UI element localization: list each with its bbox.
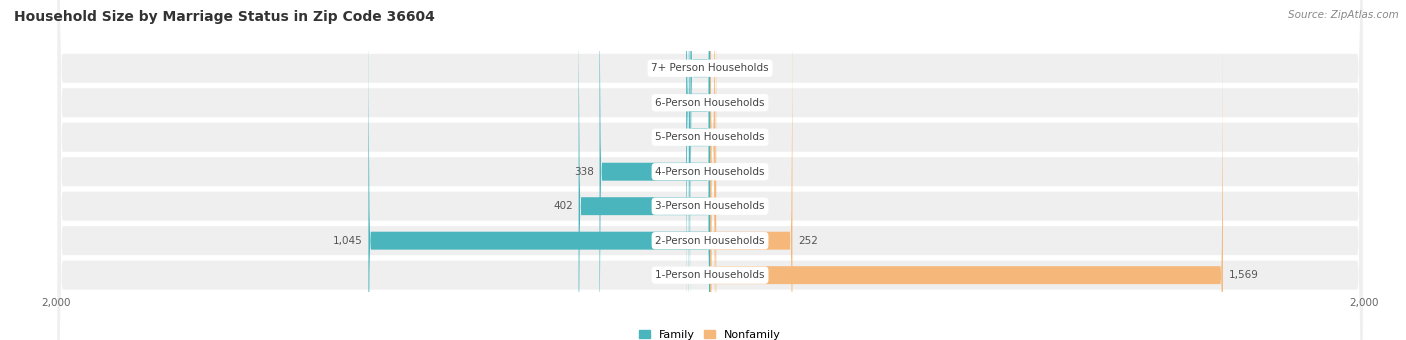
Text: 19: 19 <box>723 201 735 211</box>
Legend: Family, Nonfamily: Family, Nonfamily <box>640 330 780 340</box>
Text: 73: 73 <box>666 98 681 108</box>
Text: Household Size by Marriage Status in Zip Code 36604: Household Size by Marriage Status in Zip… <box>14 10 434 24</box>
Text: 3: 3 <box>717 167 724 177</box>
Text: 4-Person Households: 4-Person Households <box>655 167 765 177</box>
FancyBboxPatch shape <box>710 0 716 340</box>
Text: 65: 65 <box>669 132 683 142</box>
FancyBboxPatch shape <box>599 0 710 340</box>
FancyBboxPatch shape <box>710 0 793 340</box>
Text: 402: 402 <box>553 201 572 211</box>
FancyBboxPatch shape <box>58 0 1362 340</box>
Text: 15: 15 <box>721 132 734 142</box>
Text: 1,569: 1,569 <box>1229 270 1258 280</box>
Text: 60: 60 <box>672 63 685 73</box>
Text: 252: 252 <box>799 236 818 246</box>
FancyBboxPatch shape <box>686 0 710 340</box>
FancyBboxPatch shape <box>368 0 710 340</box>
FancyBboxPatch shape <box>58 0 1362 340</box>
Text: 1-Person Households: 1-Person Households <box>655 270 765 280</box>
FancyBboxPatch shape <box>689 0 710 340</box>
FancyBboxPatch shape <box>58 0 1362 340</box>
FancyBboxPatch shape <box>58 0 1362 340</box>
FancyBboxPatch shape <box>690 0 710 335</box>
FancyBboxPatch shape <box>58 0 1362 340</box>
FancyBboxPatch shape <box>58 0 1362 340</box>
FancyBboxPatch shape <box>710 8 1223 340</box>
Text: 7+ Person Households: 7+ Person Households <box>651 63 769 73</box>
Text: 1,045: 1,045 <box>333 236 363 246</box>
FancyBboxPatch shape <box>579 0 710 340</box>
Text: 2-Person Households: 2-Person Households <box>655 236 765 246</box>
FancyBboxPatch shape <box>58 0 1362 340</box>
Text: 5-Person Households: 5-Person Households <box>655 132 765 142</box>
Text: 6-Person Households: 6-Person Households <box>655 98 765 108</box>
Text: 3-Person Households: 3-Person Households <box>655 201 765 211</box>
Text: Source: ZipAtlas.com: Source: ZipAtlas.com <box>1288 10 1399 20</box>
FancyBboxPatch shape <box>710 0 714 340</box>
Text: 338: 338 <box>574 167 593 177</box>
FancyBboxPatch shape <box>709 0 713 340</box>
